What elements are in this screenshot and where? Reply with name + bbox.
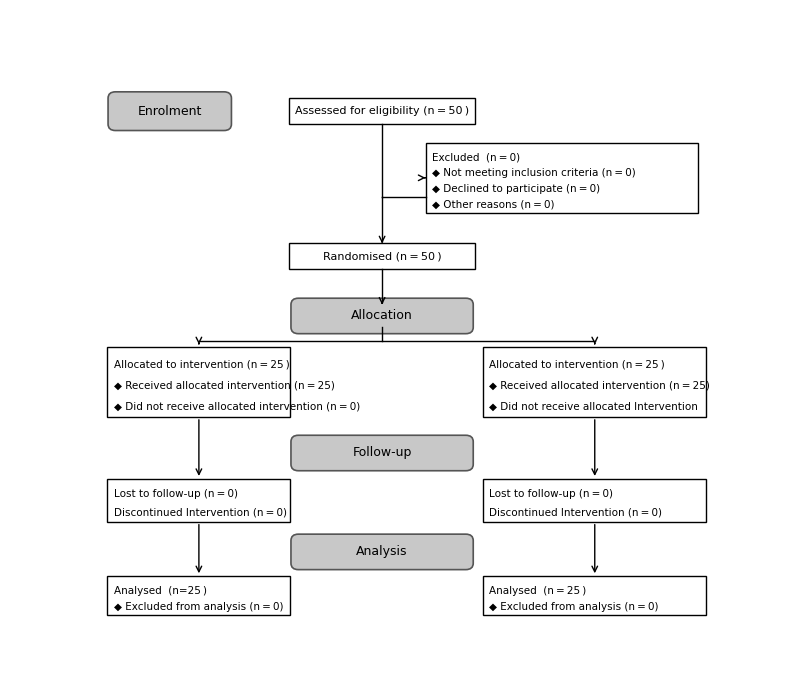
Text: ◆ Not meeting inclusion criteria (n = 0): ◆ Not meeting inclusion criteria (n = 0) <box>432 168 635 178</box>
FancyBboxPatch shape <box>107 347 290 417</box>
FancyBboxPatch shape <box>291 534 474 570</box>
Text: ◆ Declined to participate (n = 0): ◆ Declined to participate (n = 0) <box>432 184 600 194</box>
Text: Analysed  (n=25 ): Analysed (n=25 ) <box>114 586 206 595</box>
FancyBboxPatch shape <box>291 298 474 334</box>
FancyBboxPatch shape <box>483 479 706 522</box>
Text: Allocated to intervention (n = 25 ): Allocated to intervention (n = 25 ) <box>490 359 665 369</box>
Text: ◆ Excluded from analysis (n = 0): ◆ Excluded from analysis (n = 0) <box>490 602 659 611</box>
Text: Discontinued Intervention (n = 0): Discontinued Intervention (n = 0) <box>114 507 286 518</box>
FancyBboxPatch shape <box>483 347 706 417</box>
Text: Assessed for eligibility (n = 50 ): Assessed for eligibility (n = 50 ) <box>295 106 469 116</box>
Text: ◆ Did not receive allocated intervention (n = 0): ◆ Did not receive allocated intervention… <box>114 401 360 411</box>
Text: Excluded  (n = 0): Excluded (n = 0) <box>432 152 520 162</box>
Text: Allocated to intervention (n = 25 ): Allocated to intervention (n = 25 ) <box>114 359 290 369</box>
Text: ◆ Excluded from analysis (n = 0): ◆ Excluded from analysis (n = 0) <box>114 602 283 611</box>
FancyBboxPatch shape <box>107 479 290 522</box>
FancyBboxPatch shape <box>289 98 475 124</box>
Text: Analysis: Analysis <box>356 545 408 558</box>
FancyBboxPatch shape <box>289 244 475 269</box>
Text: Lost to follow-up (n = 0): Lost to follow-up (n = 0) <box>114 489 238 499</box>
Text: ◆ Received allocated intervention (n = 25): ◆ Received allocated intervention (n = 2… <box>114 380 334 390</box>
Text: Analysed  (n = 25 ): Analysed (n = 25 ) <box>490 586 586 595</box>
Text: ◆ Other reasons (n = 0): ◆ Other reasons (n = 0) <box>432 200 554 210</box>
Text: Randomised (n = 50 ): Randomised (n = 50 ) <box>322 251 442 261</box>
FancyBboxPatch shape <box>107 576 290 615</box>
Text: Lost to follow-up (n = 0): Lost to follow-up (n = 0) <box>490 489 614 499</box>
Text: Allocation: Allocation <box>351 309 413 322</box>
FancyBboxPatch shape <box>291 436 474 470</box>
FancyBboxPatch shape <box>426 143 698 213</box>
Text: Enrolment: Enrolment <box>138 105 202 118</box>
Text: ◆ Did not receive allocated Intervention: ◆ Did not receive allocated Intervention <box>490 401 698 411</box>
Text: ◆ Received allocated intervention (n = 25): ◆ Received allocated intervention (n = 2… <box>490 380 710 390</box>
FancyBboxPatch shape <box>483 576 706 615</box>
Text: Discontinued Intervention (n = 0): Discontinued Intervention (n = 0) <box>490 507 662 518</box>
FancyBboxPatch shape <box>108 92 231 131</box>
Text: Follow-up: Follow-up <box>353 447 412 459</box>
